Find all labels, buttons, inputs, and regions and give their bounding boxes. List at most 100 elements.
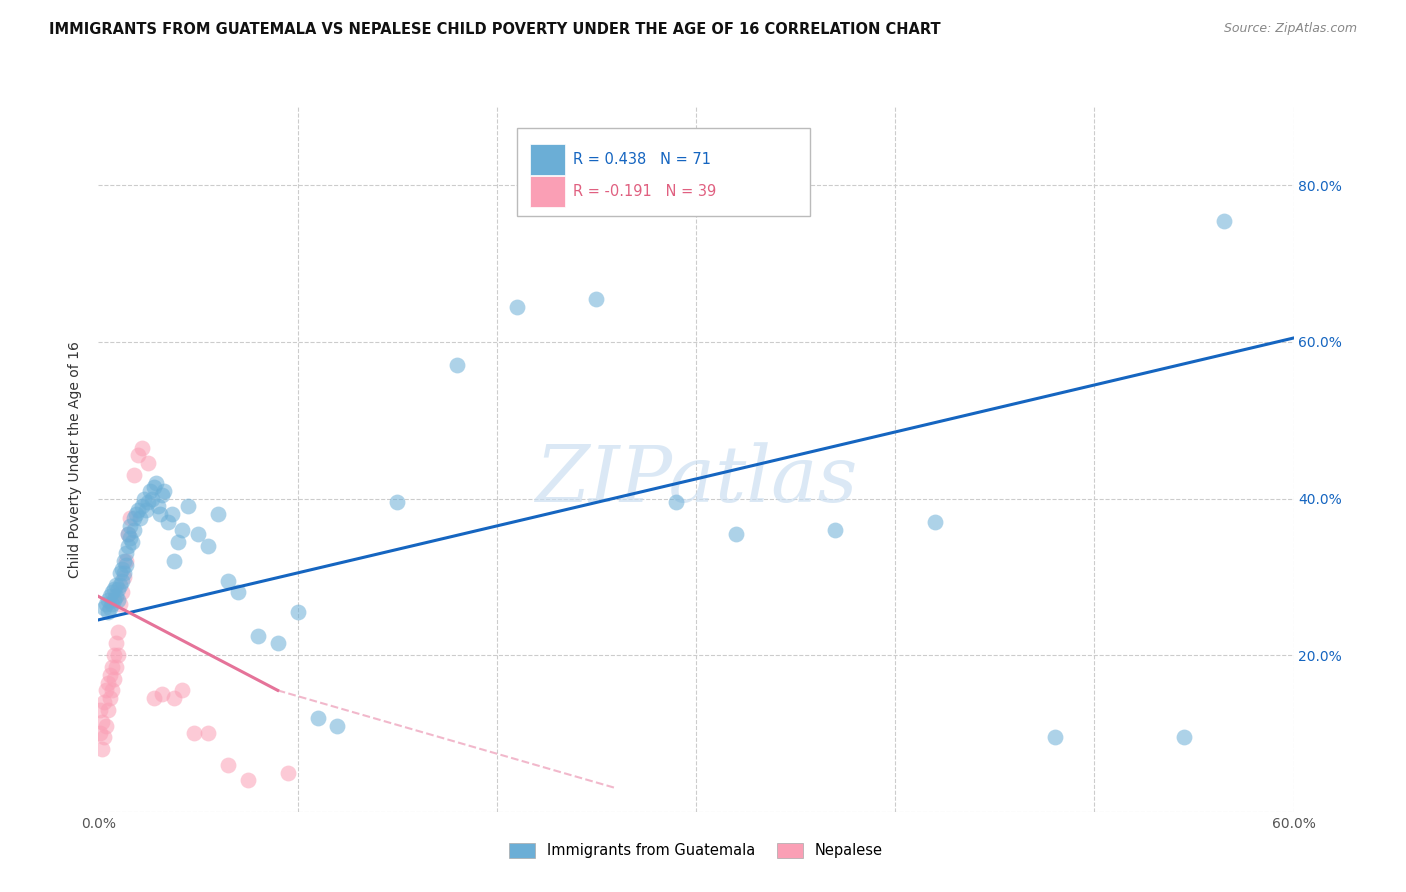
Point — [277, 765, 299, 780]
Legend: Immigrants from Guatemala, Nepalese: Immigrants from Guatemala, Nepalese — [503, 838, 889, 864]
Point — [160, 507, 183, 521]
Point — [115, 558, 138, 573]
Point — [120, 531, 142, 545]
Point — [1173, 731, 1195, 745]
Point — [236, 773, 259, 788]
Point — [89, 703, 111, 717]
Point — [103, 648, 125, 662]
Point — [217, 574, 239, 588]
Point — [157, 515, 180, 529]
Point — [139, 483, 162, 498]
Point — [127, 503, 149, 517]
Point — [125, 507, 148, 521]
Text: R = 0.438   N = 71: R = 0.438 N = 71 — [572, 153, 711, 168]
Point — [120, 519, 142, 533]
Point — [141, 491, 163, 506]
Point — [135, 503, 157, 517]
Point — [143, 480, 166, 494]
Point — [124, 523, 146, 537]
Point — [506, 300, 529, 314]
Point — [131, 500, 153, 514]
Point — [145, 475, 167, 490]
Point — [107, 624, 129, 639]
Point — [111, 585, 134, 599]
Point — [585, 292, 607, 306]
FancyBboxPatch shape — [530, 145, 565, 176]
Text: ZIPatlas: ZIPatlas — [534, 442, 858, 518]
Point — [103, 582, 125, 596]
Point — [124, 468, 146, 483]
Point — [103, 593, 125, 607]
Point — [446, 359, 468, 373]
Point — [105, 660, 128, 674]
Point — [101, 597, 124, 611]
Point — [115, 546, 138, 560]
Point — [307, 711, 329, 725]
Point — [267, 636, 290, 650]
Point — [103, 672, 125, 686]
Point — [217, 757, 239, 772]
Point — [105, 577, 128, 591]
Point — [724, 526, 747, 541]
Point — [93, 731, 115, 745]
Point — [148, 500, 170, 514]
Point — [163, 554, 186, 568]
Point — [110, 577, 132, 591]
Point — [149, 507, 172, 521]
Point — [112, 570, 135, 584]
Point — [187, 526, 209, 541]
FancyBboxPatch shape — [517, 128, 810, 216]
Point — [101, 660, 124, 674]
Point — [226, 585, 249, 599]
Point — [98, 601, 122, 615]
Point — [107, 582, 129, 596]
Point — [93, 601, 115, 615]
Point — [115, 554, 138, 568]
Point — [153, 483, 176, 498]
Y-axis label: Child Poverty Under the Age of 16: Child Poverty Under the Age of 16 — [69, 341, 83, 578]
Point — [172, 523, 194, 537]
Point — [98, 691, 122, 706]
Point — [112, 566, 135, 580]
Point — [177, 500, 200, 514]
Point — [121, 534, 143, 549]
Point — [97, 675, 120, 690]
Point — [105, 590, 128, 604]
Text: R = -0.191   N = 39: R = -0.191 N = 39 — [572, 184, 716, 199]
Point — [385, 495, 409, 509]
Point — [287, 605, 309, 619]
Point — [110, 566, 132, 580]
Point — [127, 449, 149, 463]
Point — [98, 590, 122, 604]
Point — [96, 597, 118, 611]
Point — [120, 511, 142, 525]
Point — [91, 714, 114, 729]
Point — [98, 667, 122, 681]
Point — [91, 742, 114, 756]
Point — [924, 515, 946, 529]
Point — [111, 562, 134, 576]
Point — [89, 726, 111, 740]
Point — [101, 683, 124, 698]
Text: Source: ZipAtlas.com: Source: ZipAtlas.com — [1223, 22, 1357, 36]
Point — [111, 574, 134, 588]
Point — [117, 539, 139, 553]
Point — [134, 491, 156, 506]
Point — [105, 636, 128, 650]
Point — [129, 511, 152, 525]
Point — [96, 683, 118, 698]
Point — [197, 539, 219, 553]
Point — [131, 441, 153, 455]
Point — [824, 523, 846, 537]
Point — [124, 511, 146, 525]
Point — [150, 487, 173, 501]
Point — [246, 628, 269, 642]
Point — [163, 691, 186, 706]
Point — [136, 456, 159, 470]
Point — [117, 526, 139, 541]
Point — [150, 687, 173, 701]
Point — [97, 593, 120, 607]
Point — [665, 495, 688, 509]
Point — [136, 495, 159, 509]
Point — [207, 507, 229, 521]
